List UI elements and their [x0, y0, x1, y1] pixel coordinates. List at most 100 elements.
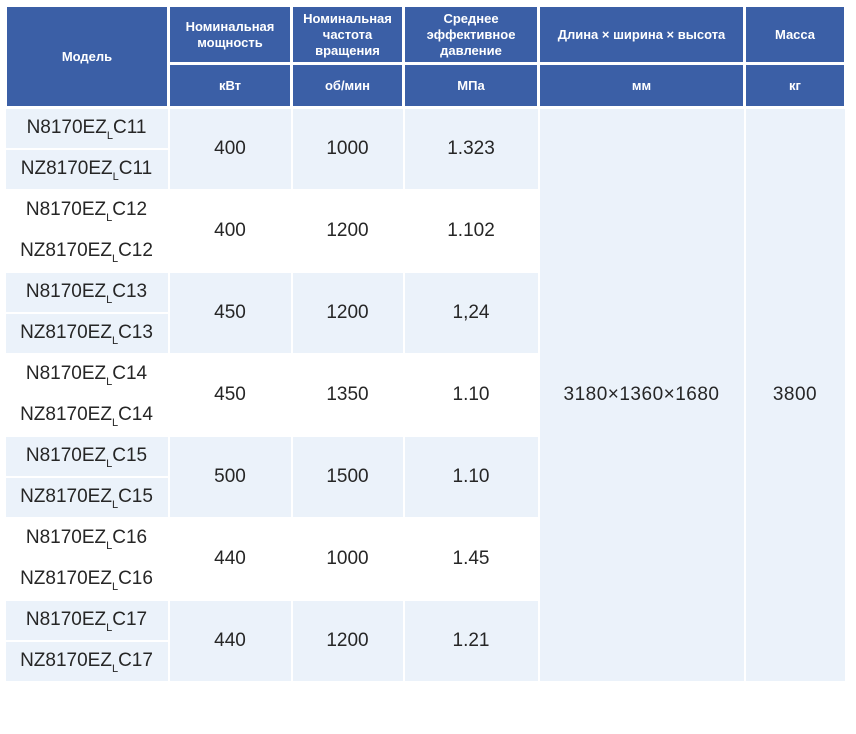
table-row: N8170EZLC16 440 1000 1.45 — [5, 517, 846, 601]
model-text: NZ8170EZ — [20, 240, 112, 261]
unit-header-mass: кг — [743, 62, 847, 109]
model-cell: N8170EZLC16 — [5, 517, 170, 560]
model-text: C15 — [112, 445, 148, 466]
speed-cell: 1200 — [291, 271, 405, 355]
model-text: C14 — [118, 404, 153, 425]
table-row: NZ8170EZLC16 — [5, 558, 846, 601]
model-text: NZ8170EZ — [20, 158, 113, 179]
model-text: NZ8170EZ — [20, 650, 112, 671]
model-subscript: L — [106, 376, 113, 388]
table-row: NZ8170EZLC12 — [5, 230, 846, 273]
col-header-model: Модель — [4, 4, 170, 109]
model-text: C11 — [112, 117, 147, 139]
power-cell: 440 — [168, 517, 293, 601]
model-cell: N8170EZLC15 — [5, 435, 170, 478]
table-row: N8170EZLC12 400 1200 1.102 — [5, 189, 846, 273]
pressure-cell: 1.45 — [403, 517, 540, 601]
model-text: C17 — [118, 650, 153, 671]
model-text: N8170EZ — [25, 445, 107, 466]
model-text: N8170EZ — [25, 281, 107, 302]
speed-cell: 1500 — [291, 435, 405, 519]
speed-cell: 1200 — [291, 189, 405, 273]
model-text: N8170EZ — [25, 363, 107, 384]
model-text: C15 — [118, 486, 153, 507]
model-cell: N8170EZLC17 — [5, 599, 170, 642]
model-subscript: L — [111, 499, 119, 511]
model-subscript: L — [112, 171, 119, 183]
model-subscript: L — [106, 458, 113, 470]
model-subscript: L — [111, 581, 119, 593]
model-cell: NZ8170EZLC13 — [5, 312, 170, 355]
table-row: NZ8170EZLC15 — [5, 476, 846, 519]
model-text: N8170EZ — [25, 527, 107, 548]
table-row: NZ8170EZLC13 — [5, 312, 846, 355]
unit-header-dimensions: мм — [537, 62, 746, 109]
model-text: C14 — [112, 363, 148, 384]
model-text: N8170EZ — [25, 609, 107, 630]
speed-cell: 1000 — [291, 107, 405, 191]
col-header-speed: Номинальная частота вращения — [290, 4, 405, 65]
pressure-cell: 1.10 — [403, 353, 540, 437]
unit-header-pressure: МПа — [402, 62, 540, 109]
model-cell: NZ8170EZLC11 — [5, 148, 170, 191]
model-cell: NZ8170EZLC15 — [5, 476, 170, 519]
model-cell: NZ8170EZLC12 — [5, 230, 170, 273]
table-row: N8170EZLC14 450 1350 1.10 — [5, 353, 846, 437]
power-cell: 400 — [168, 189, 293, 273]
power-cell: 400 — [168, 107, 293, 191]
model-subscript: L — [106, 212, 113, 224]
model-cell: N8170EZLC12 — [5, 189, 170, 232]
pressure-cell: 1.10 — [403, 435, 540, 519]
model-text: C17 — [112, 609, 148, 630]
power-cell: 450 — [168, 271, 293, 355]
model-text: C13 — [112, 281, 148, 302]
model-text: C16 — [112, 527, 148, 548]
model-text: N8170EZ — [26, 117, 107, 139]
col-header-power: Номинальная мощность — [167, 4, 293, 65]
model-text: NZ8170EZ — [20, 568, 112, 589]
model-cell: NZ8170EZLC16 — [5, 558, 170, 601]
header-row-units: кВт об/мин МПа мм кг — [6, 62, 847, 109]
col-header-pressure: Среднее эффективное давление — [402, 4, 540, 65]
model-text: C11 — [118, 158, 153, 179]
mass-cell: 3800 — [744, 107, 847, 683]
pressure-cell: 1.102 — [403, 189, 540, 273]
model-text: C16 — [118, 568, 153, 589]
speed-cell: 1350 — [291, 353, 405, 437]
model-text: NZ8170EZ — [20, 404, 112, 425]
pressure-cell: 1,24 — [403, 271, 540, 355]
model-text: N8170EZ — [25, 199, 107, 220]
table-row: N8170EZLC11 400 1000 1.323 3180×1360×168… — [5, 107, 847, 683]
table-row: N8170EZLC15 500 1500 1.10 — [5, 435, 846, 519]
power-cell: 450 — [168, 353, 293, 437]
table-row: N8170EZLC13 450 1200 1,24 — [5, 271, 846, 355]
power-cell: 440 — [168, 599, 293, 683]
unit-header-power: кВт — [167, 62, 293, 109]
model-subscript: L — [111, 663, 119, 675]
speed-cell: 1000 — [291, 517, 405, 601]
col-header-mass: Масса — [743, 4, 847, 65]
speed-cell: 1200 — [291, 599, 405, 683]
engine-specs-table: Модель Номинальная мощность Номинальная … — [4, 4, 847, 683]
model-subscript: L — [106, 130, 113, 143]
dimensions-cell: 3180×1360×1680 — [538, 107, 746, 683]
unit-header-speed: об/мин — [290, 62, 405, 109]
model-text: NZ8170EZ — [20, 322, 112, 343]
model-cell: N8170EZLC13 — [5, 271, 170, 314]
model-text: NZ8170EZ — [20, 486, 112, 507]
model-subscript: L — [106, 540, 113, 552]
model-text: C12 — [112, 199, 148, 220]
table-row: NZ8170EZLC14 — [5, 394, 846, 437]
model-cell: N8170EZLC14 — [5, 353, 170, 396]
pressure-cell: 1.323 — [403, 107, 540, 191]
header-row-names: Модель Номинальная мощность Номинальная … — [4, 4, 847, 109]
model-subscript: L — [111, 253, 119, 265]
table-row: NZ8170EZLC17 — [5, 640, 846, 683]
model-subscript: L — [111, 417, 119, 429]
table-row: NZ8170EZLC11 — [5, 148, 846, 191]
model-cell: NZ8170EZLC17 — [5, 640, 170, 683]
col-header-dimensions: Длина × ширина × высота — [537, 4, 746, 65]
table-row: N8170EZLC17 440 1200 1.21 — [5, 599, 846, 683]
model-cell: NZ8170EZLC14 — [5, 394, 170, 437]
